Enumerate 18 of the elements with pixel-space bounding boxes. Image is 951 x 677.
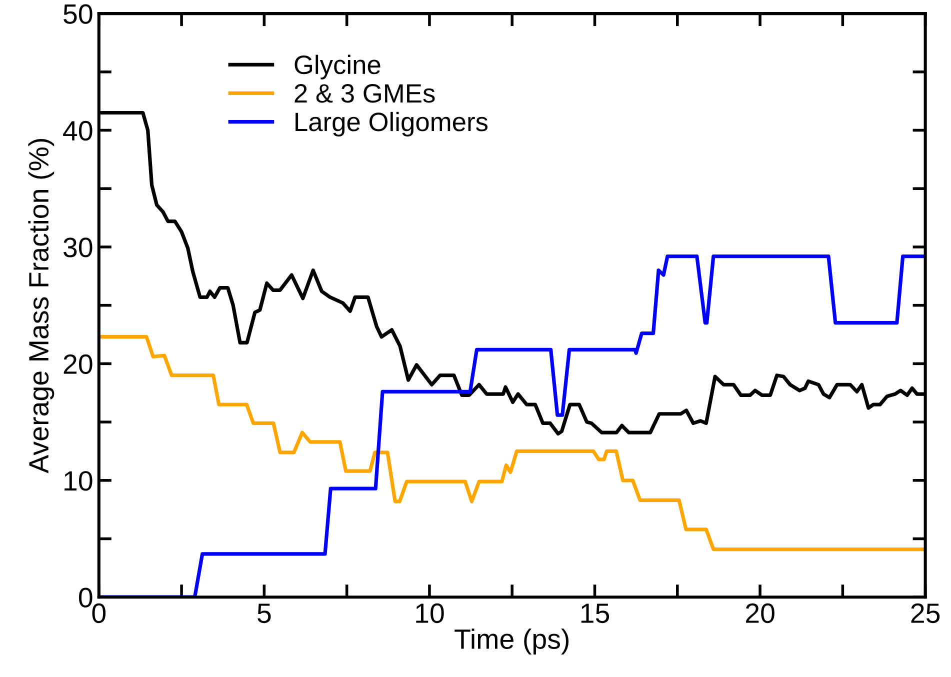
x-tick-label: 25	[911, 603, 940, 624]
x-tick-label: 10	[416, 603, 444, 624]
legend-label: 2 & 3 GMEs	[294, 84, 435, 103]
y-tick-label: 40	[63, 120, 92, 141]
y-axis-title: Average Mass Fraction (%)	[28, 139, 54, 474]
x-tick-label: 5	[258, 604, 271, 624]
y-tick-label: 0	[78, 588, 92, 608]
y-tick-label: 50	[64, 4, 92, 24]
x-axis-title: Time (ps)	[454, 628, 569, 654]
y-tick-label: 10	[64, 471, 92, 491]
x-tick-label: 0	[92, 603, 106, 624]
x-tick-label: 15	[581, 604, 610, 624]
y-tick-label: 30	[64, 238, 92, 258]
legend-label: Large Oligomers	[296, 112, 488, 137]
line-series	[98, 335, 926, 552]
x-tick-label: 20	[746, 603, 774, 624]
y-tick-label: 20	[64, 354, 92, 374]
legend-label: Glycine	[294, 54, 380, 80]
